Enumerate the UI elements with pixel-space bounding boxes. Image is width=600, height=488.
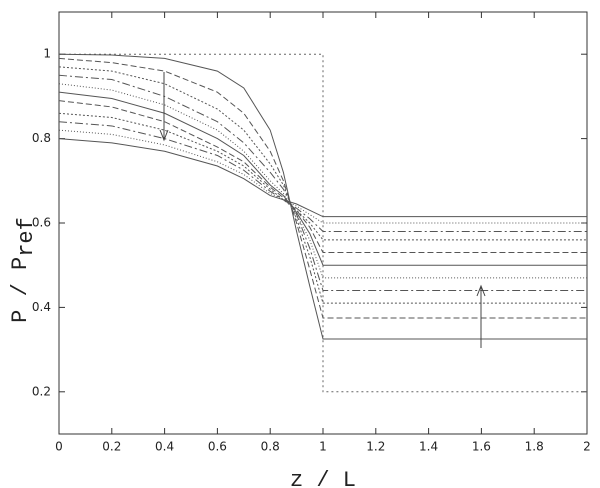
curve (58, 112, 587, 241)
curve (58, 121, 587, 232)
x-tick-label: 1.2 (366, 440, 385, 454)
curve (59, 53, 587, 393)
curve (58, 74, 587, 292)
x-tick-label: 0.2 (102, 440, 121, 454)
arrow-head (476, 284, 486, 297)
curve (58, 91, 587, 266)
y-axis-label-main: P / P (8, 257, 33, 323)
y-axis-label-sub: ref (14, 217, 39, 257)
y-tick-label: 0.4 (32, 300, 51, 314)
y-axis-label: P / Pref (8, 217, 39, 323)
curve (58, 100, 587, 254)
y-tick-label: 0.8 (32, 131, 51, 145)
curve (58, 53, 587, 340)
y-tick-label: 0.2 (32, 384, 51, 398)
x-tick-label: 0.6 (208, 440, 227, 454)
x-axis-label: z / L (290, 468, 356, 488)
x-tick-label: 1.4 (419, 440, 438, 454)
curve (58, 138, 587, 218)
curve (58, 66, 587, 304)
y-tick-label: 1 (43, 47, 51, 61)
x-tick-label: 2 (583, 440, 591, 454)
x-tick-label: 1.8 (525, 440, 544, 454)
x-tick-label: 0 (55, 440, 63, 454)
curve (58, 57, 587, 319)
arrow-head (159, 129, 169, 142)
x-tick-label: 0.8 (261, 440, 280, 454)
y-tick-label: 0.6 (32, 216, 51, 230)
x-tick-label: 0.4 (155, 440, 174, 454)
x-tick-label: 1.6 (472, 440, 491, 454)
x-tick-label: 1 (319, 440, 327, 454)
